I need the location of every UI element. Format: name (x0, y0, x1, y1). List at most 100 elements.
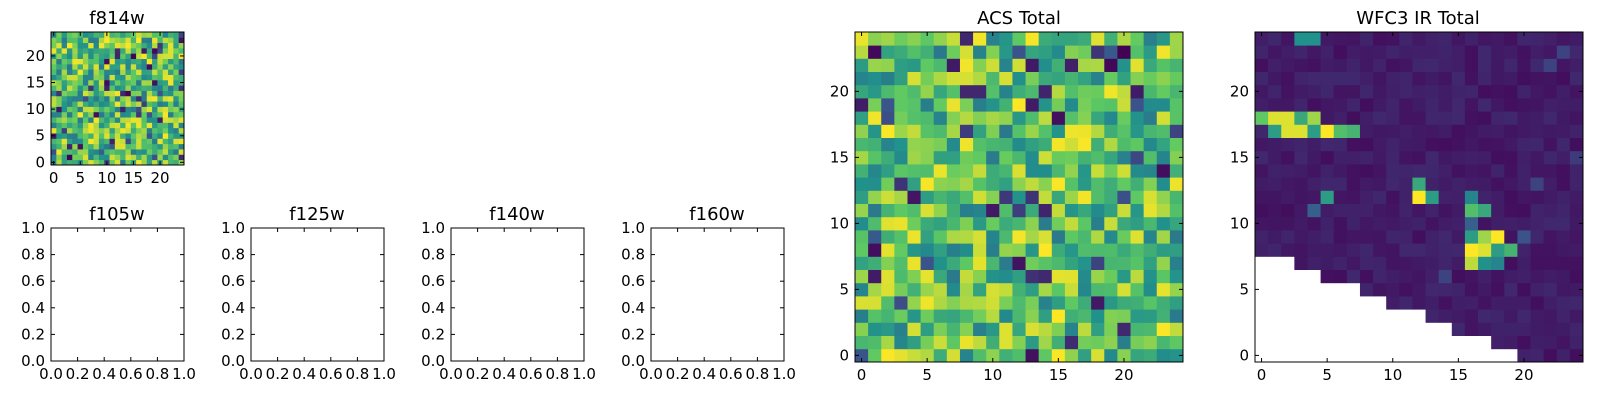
heatmap-cell (152, 133, 158, 139)
heatmap-cell (868, 137, 882, 152)
heatmap-cell (1169, 309, 1184, 323)
heatmap-cell (72, 90, 78, 97)
heatmap-cell (1346, 45, 1361, 59)
heatmap-cell (120, 159, 126, 166)
heatmap-cell (1268, 190, 1282, 204)
heatmap-cell (1412, 243, 1426, 257)
heatmap-cell (136, 58, 142, 65)
heatmap-cell (1156, 164, 1171, 178)
heatmap-cell (1504, 269, 1518, 284)
heatmap-cell (125, 111, 132, 118)
y-tick-label: 1.0 (221, 219, 245, 237)
heatmap-cell (1143, 190, 1158, 204)
heatmap-cell (125, 95, 132, 102)
heatmap-cell (1543, 190, 1558, 204)
heatmap-cell (1117, 256, 1131, 270)
heatmap-cell (1530, 256, 1545, 270)
heatmap-cell (141, 85, 148, 91)
y-tick-label: 15 (830, 148, 849, 166)
panel-f105w: f105w 0.0 0.2 0.4 0.6 0.8 1.00.00.20.40.60.81… (21, 204, 196, 383)
heatmap-cell (868, 124, 882, 138)
heatmap-cell (98, 47, 105, 54)
heatmap-cell (88, 42, 94, 49)
heatmap-cell (1169, 177, 1184, 191)
heatmap-cell (77, 85, 84, 91)
heatmap-cell (1143, 32, 1158, 46)
heatmap-cell (178, 154, 185, 161)
heatmap-cell (1038, 111, 1053, 125)
heatmap-cell (1143, 45, 1158, 59)
heatmap-cell (72, 117, 78, 123)
heatmap-cell (1255, 230, 1269, 244)
heatmap-cell (881, 243, 895, 257)
heatmap-cell (986, 58, 1000, 72)
heatmap-cell (1543, 98, 1558, 112)
heatmap-cell (1530, 309, 1545, 323)
heatmap-cell (1255, 98, 1269, 112)
heatmap-cell (136, 37, 142, 44)
heatmap-cell (1399, 216, 1413, 231)
heatmap-cell (1359, 282, 1374, 297)
heatmap-cell (168, 42, 174, 49)
heatmap-cell (1038, 256, 1053, 270)
heatmap-cell (1091, 98, 1105, 112)
heatmap-cell (999, 348, 1013, 363)
heatmap-cell (178, 149, 185, 155)
heatmap-cell (104, 85, 110, 91)
heatmap-cell (88, 101, 94, 107)
heatmap-cell (77, 117, 84, 123)
y-tick-label: 0.2 (221, 325, 245, 343)
heatmap-cell (1333, 111, 1348, 125)
heatmap-cell (1268, 111, 1282, 125)
heatmap-cell (109, 79, 116, 86)
heatmap-cell (1399, 296, 1413, 310)
heatmap-cell (933, 243, 948, 257)
heatmap-cell (1491, 137, 1505, 152)
heatmap-cell (1038, 190, 1053, 204)
heatmap-cell (1117, 335, 1131, 350)
heatmap-cell (881, 124, 895, 138)
heatmap-cell (72, 85, 78, 91)
heatmap-cell (1117, 164, 1131, 178)
heatmap-cell (173, 63, 180, 70)
heatmap-cell (881, 282, 895, 297)
heatmap-cell (1530, 177, 1545, 191)
heatmap-cell (999, 177, 1013, 191)
heatmap-cell (1117, 282, 1131, 297)
heatmap-cell (162, 79, 169, 86)
heatmap-cell (77, 122, 84, 129)
heatmap-cell (77, 138, 84, 145)
heatmap-cell (973, 348, 987, 363)
heatmap-cell (98, 154, 105, 161)
heatmap-cell (88, 32, 94, 38)
heatmap-cell (999, 282, 1013, 297)
heatmap-cell (1530, 335, 1545, 350)
heatmap-cell (1064, 203, 1079, 218)
heatmap-cell (1307, 203, 1321, 218)
heatmap-cell (1464, 269, 1479, 284)
heatmap-cell (1346, 58, 1361, 72)
heatmap-cell (56, 63, 63, 70)
heatmap-cell (66, 127, 73, 134)
axes-frame (1254, 31, 1584, 363)
heatmap-cell (1556, 111, 1571, 125)
heatmap-cell (88, 95, 94, 102)
heatmap-cell (98, 85, 105, 91)
heatmap-cell (1169, 71, 1184, 86)
heatmap-cell (114, 117, 121, 123)
heatmap-cell (946, 256, 961, 270)
heatmap-cell (152, 85, 158, 91)
heatmap-cell (1530, 216, 1545, 231)
heatmap-cell (120, 95, 126, 102)
heatmap-cell (1438, 58, 1453, 72)
heatmap-cell (152, 90, 158, 97)
heatmap-cell (114, 106, 121, 113)
heatmap-cell (1569, 84, 1584, 99)
heatmap-cell (66, 63, 73, 70)
heatmap-cell (1117, 150, 1131, 165)
heatmap-cell (1051, 164, 1066, 178)
heatmap-cell (1078, 58, 1092, 72)
heatmap-cell (1543, 216, 1558, 231)
heatmap-cell (1504, 296, 1518, 310)
heatmap-cell (1464, 190, 1479, 204)
